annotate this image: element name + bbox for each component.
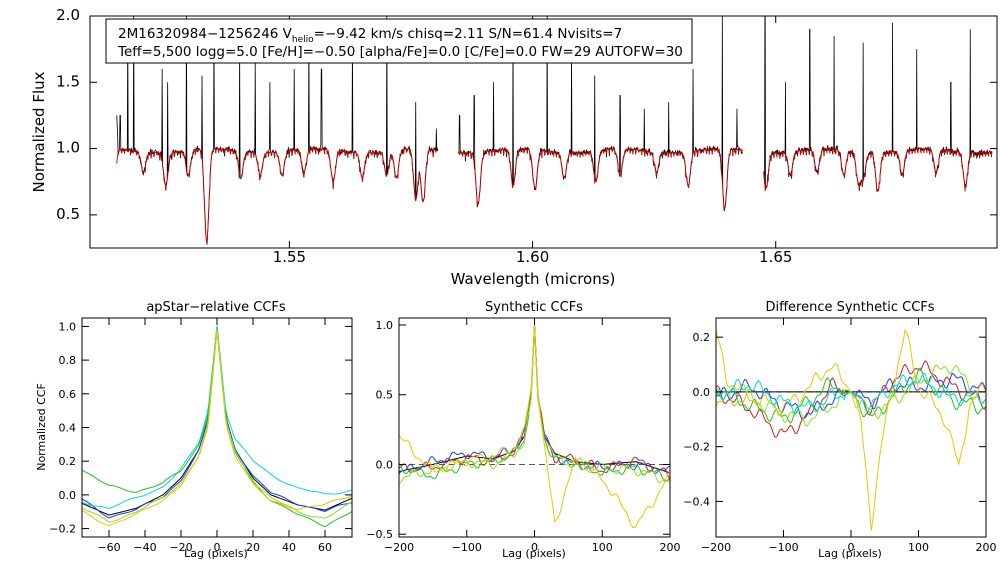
ccf-series-visit-5 (715, 328, 987, 531)
y-tick-label: 0.4 (59, 422, 77, 435)
ccf-series-visit-6 (715, 372, 987, 415)
ccf-synthetic-lines (398, 324, 671, 528)
x-tick-label: −200 (384, 541, 414, 554)
ccf-difference-ticks: −200 −100 0 100 200 −0.4 −0.2 0.0 0.2 (683, 318, 997, 554)
x-tick-label: −200 (701, 541, 731, 554)
y-tick-label: −0.4 (683, 495, 710, 508)
ccf-series-visit-4 (715, 364, 987, 427)
ccf-series-visit-1 (715, 372, 987, 420)
ccf-apstar-lines (81, 326, 353, 528)
ccf-apstar-panel: apStar−relative CCFs −60 −40 −20 0 20 40 60 −0.… (35, 300, 353, 560)
x-tick-label: 100 (908, 541, 929, 554)
spectrum-xlabel: Wavelength (microns) (451, 270, 616, 288)
y-tick-label: 0.0 (59, 489, 77, 502)
y-tick-label: 0.0 (376, 458, 394, 471)
info-line-1-pre: 2M16320984−1256246 V (118, 26, 293, 42)
ccf-synthetic-title: Synthetic CCFs (485, 300, 583, 315)
ccf-series-visit-1 (398, 324, 671, 475)
y-tick-label: −0.2 (49, 523, 76, 536)
info-line-1: 2M16320984−1256246 Vhelio=−9.42 km/s chi… (118, 26, 622, 45)
ccf-synthetic-xlabel: Lag (pixels) (502, 547, 566, 560)
info-line-1-post: =−9.42 km/s chisq=2.11 S/N=61.4 Nvisits=… (314, 26, 623, 42)
spectrum-axes-frame (89, 15, 998, 249)
ccf-series-visit-3 (398, 326, 671, 482)
info-box (105, 18, 693, 64)
ccf-series-visit-5 (398, 324, 671, 528)
ccf-apstar-axes-frame (81, 317, 353, 538)
ccf-apstar-ticks: −60 −40 −20 0 20 40 60 −0.2 0.0 0.2 0.4 0.6 0.8 1.0 (49, 318, 352, 554)
model-spectrum-line (458, 148, 743, 211)
x-tick-label: 100 (592, 541, 613, 554)
y-tick-label: 1.0 (56, 139, 80, 157)
y-tick-label: 0.6 (59, 388, 77, 401)
ccf-series-visit-2 (715, 360, 987, 438)
spectrum-ylabel: Normalized Flux (30, 71, 48, 192)
x-tick-label: −100 (768, 541, 798, 554)
x-tick-label: −60 (97, 541, 120, 554)
y-tick-label: −0.5 (366, 528, 393, 541)
ccf-difference-panel: Difference Synthetic CCFs −200 −100 0 100 20… (683, 300, 996, 560)
spectrum-panel: 1.55 1.60 1.65 0.5 1.0 1.5 2.0 Wavelength (mic… (30, 6, 998, 288)
x-tick-label: −100 (452, 541, 482, 554)
model-spectrum-line (763, 148, 993, 193)
ccf-difference-lines (715, 328, 987, 531)
y-tick-label: 1.0 (59, 320, 77, 333)
ccf-series-visit-2 (398, 324, 671, 480)
x-tick-label: 60 (318, 541, 332, 554)
ccf-series-combined (81, 326, 353, 516)
y-tick-label: −0.2 (683, 441, 710, 454)
observed-spectrum-line (763, 15, 993, 192)
ccf-series-visit-5 (81, 331, 353, 527)
y-tick-label: 2.0 (56, 6, 80, 24)
x-tick-label: 1.65 (759, 248, 792, 266)
x-tick-label: 40 (282, 541, 296, 554)
y-tick-label: 0.2 (59, 455, 77, 468)
y-tick-label: 0.8 (59, 354, 77, 367)
x-tick-label: −20 (169, 541, 192, 554)
x-tick-label: 200 (976, 541, 997, 554)
model-spectrum-line (116, 148, 438, 244)
ccf-series-visit-4 (398, 327, 671, 485)
x-tick-label: 200 (660, 541, 681, 554)
info-line-1-sub: helio (292, 35, 314, 45)
x-tick-label: 1.60 (516, 248, 549, 266)
y-tick-label: 0.0 (693, 386, 711, 399)
ccf-series-visit-2 (81, 326, 353, 509)
ccf-apstar-xlabel: Lag (pixels) (184, 547, 248, 560)
ccf-synthetic-panel: Synthetic CCFs −200 −100 0 100 200 −0.5 0.0 0.5… (366, 300, 680, 560)
y-tick-label: 1.0 (376, 319, 394, 332)
ccf-series-combined (398, 324, 671, 474)
ccf-synthetic-ticks: −200 −100 0 100 200 −0.5 0.0 0.5 1.0 (366, 318, 681, 554)
x-tick-label: 0 (531, 541, 538, 554)
ccf-synthetic-axes-frame (398, 317, 671, 538)
ccf-difference-xlabel: Lag (pixels) (818, 547, 882, 560)
y-tick-label: 0.5 (56, 205, 80, 223)
x-tick-label: 0 (214, 541, 221, 554)
x-tick-label: 0 (848, 541, 855, 554)
spectrum-ticks: 1.55 1.60 1.65 0.5 1.0 1.5 2.0 (56, 6, 997, 266)
spectrum-lines (116, 15, 993, 245)
y-tick-label: 0.2 (693, 331, 711, 344)
x-tick-label: 1.55 (273, 248, 306, 266)
ccf-apstar-title: apStar−relative CCFs (146, 300, 286, 315)
info-line-2: Teff=5,500 logg=5.0 [Fe/H]=−0.50 [alpha/… (117, 44, 683, 60)
y-tick-label: 1.5 (56, 72, 80, 90)
ccf-apstar-ylabel: Normalized CCF (35, 383, 48, 471)
x-tick-label: 20 (246, 541, 260, 554)
ccf-series-visit-3 (81, 329, 353, 528)
x-tick-label: −40 (133, 541, 156, 554)
y-tick-label: 0.5 (376, 389, 394, 402)
ccf-series-visit-4 (81, 328, 353, 523)
ccf-difference-title: Difference Synthetic CCFs (765, 300, 934, 315)
